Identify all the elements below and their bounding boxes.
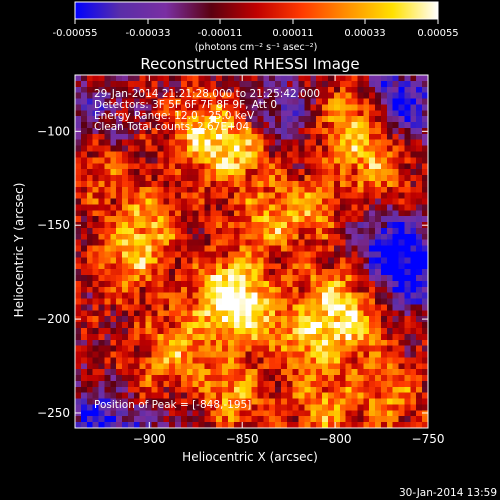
y-axis: −100 −150 −200 −250 bbox=[37, 124, 428, 420]
y-tick-label: −250 bbox=[37, 406, 70, 420]
colorbar-tick-label: -0.00033 bbox=[126, 28, 171, 39]
y-tick-label: −200 bbox=[37, 312, 70, 326]
colorbar-tick-label: 0.00055 bbox=[417, 28, 458, 39]
colorbar-tick-label: -0.00055 bbox=[53, 28, 98, 39]
x-axis-label: Heliocentric X (arcsec) bbox=[182, 450, 318, 464]
annotation-energy-range: Energy Range: 12.0 - 25.0 keV bbox=[94, 110, 255, 122]
annotation-detectors: Detectors: 3F 5F 6F 7F 8F 9F, Att 0 bbox=[94, 99, 277, 111]
y-tick-label: −100 bbox=[37, 124, 70, 138]
y-tick-label: −150 bbox=[37, 218, 70, 232]
colorbar bbox=[75, 2, 438, 19]
x-tick-label: −750 bbox=[412, 432, 445, 446]
y-axis-label: Heliocentric Y (arcsec) bbox=[12, 183, 26, 318]
plot-frame bbox=[74, 74, 429, 429]
colorbar-ticks: -0.00055 -0.00033 -0.00011 0.00011 0.00033 0.… bbox=[53, 19, 459, 39]
peak-position-label: Position of Peak = [-848,-195] bbox=[94, 399, 251, 411]
x-tick-label: −900 bbox=[133, 432, 166, 446]
colorbar-label: (photons cm⁻² s⁻¹ asec⁻²) bbox=[195, 42, 318, 53]
colorbar-tick-label: -0.00011 bbox=[198, 28, 243, 39]
x-tick-label: −800 bbox=[319, 432, 352, 446]
heatmap-image bbox=[75, 75, 428, 428]
chart-title: Reconstructed RHESSI Image bbox=[140, 55, 359, 73]
annotation-time-range: 29-Jan-2014 21:21:28.000 to 21:25:42.000 bbox=[94, 88, 320, 100]
annotation-block: 29-Jan-2014 21:21:28.000 to 21:25:42.000… bbox=[94, 88, 320, 133]
colorbar-tick-label: 0.00033 bbox=[344, 28, 385, 39]
annotation-clean-counts: Clean Total counts: 2.67E+04 bbox=[94, 121, 249, 133]
footer-date: 30-Jan-2014 13:59 bbox=[399, 487, 497, 499]
colorbar-frame bbox=[74, 1, 439, 20]
x-tick-label: −850 bbox=[226, 432, 259, 446]
colorbar-tick-label: 0.00011 bbox=[272, 28, 313, 39]
x-axis: −900 −850 −800 −750 bbox=[133, 75, 445, 446]
